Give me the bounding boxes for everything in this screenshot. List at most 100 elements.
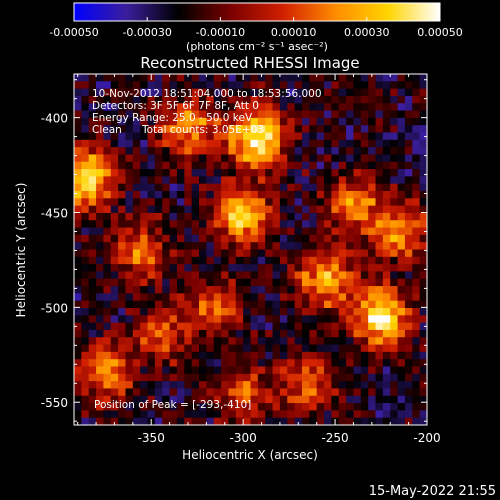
heatmap-cell: [265, 139, 273, 148]
heatmap-cell: [140, 183, 148, 192]
heatmap-cell: [213, 234, 222, 243]
heatmap-cell: [390, 220, 398, 228]
heatmap-cell: [147, 329, 156, 338]
heatmap-cell: [316, 381, 325, 389]
heatmap-cell: [353, 278, 362, 287]
heatmap-cell: [169, 205, 178, 214]
heatmap-cell: [228, 103, 237, 111]
heatmap-cell: [213, 154, 222, 163]
heatmap-cell: [103, 337, 112, 345]
heatmap-cell: [294, 286, 303, 294]
heatmap-cell: [235, 103, 244, 111]
heatmap-cell: [235, 198, 244, 207]
heatmap-cell: [265, 227, 273, 236]
heatmap-cell: [110, 373, 119, 382]
heatmap-cell: [272, 249, 281, 258]
heatmap-cell: [279, 417, 288, 426]
heatmap-cell: [74, 329, 82, 338]
heatmap-cell: [250, 125, 259, 133]
heatmap-cell: [169, 395, 178, 404]
heatmap-cell: [368, 205, 376, 214]
heatmap-cell: [110, 359, 119, 367]
heatmap-cell: [243, 403, 251, 411]
heatmap-cell: [419, 191, 428, 199]
heatmap-cell: [169, 344, 178, 353]
heatmap-cell: [301, 220, 310, 228]
heatmap-cell: [331, 234, 340, 243]
heatmap-cell: [235, 337, 244, 345]
heatmap-cell: [81, 249, 90, 258]
heatmap-cell: [382, 249, 391, 258]
heatmap-cell: [169, 264, 178, 272]
heatmap-cell: [257, 242, 266, 250]
heatmap-cell: [316, 373, 325, 382]
heatmap-cell: [390, 132, 398, 141]
heatmap-cell: [96, 373, 104, 382]
heatmap-cell: [206, 308, 215, 316]
heatmap-cell: [169, 388, 178, 397]
heatmap-cell: [169, 227, 178, 236]
heatmap-cell: [132, 264, 141, 272]
heatmap-cell: [147, 373, 156, 382]
heatmap-cell: [88, 161, 97, 170]
heatmap-cell: [103, 176, 112, 185]
heatmap-cell: [272, 117, 281, 126]
heatmap-cell: [154, 278, 163, 287]
heatmap-cell: [125, 351, 134, 360]
heatmap-cell: [412, 139, 421, 148]
heatmap-cell: [147, 220, 156, 228]
heatmap-cell: [397, 359, 406, 367]
heatmap-cell: [140, 395, 148, 404]
heatmap-cell: [412, 351, 421, 360]
heatmap-cell: [96, 366, 104, 375]
heatmap-cell: [324, 169, 332, 177]
heatmap-cell: [191, 395, 200, 404]
heatmap-cell: [154, 403, 163, 411]
heatmap-cell: [360, 205, 369, 214]
heatmap-cell: [184, 117, 193, 126]
heatmap-cell: [74, 103, 82, 111]
heatmap-cell: [132, 359, 141, 367]
heatmap-cell: [382, 169, 391, 177]
heatmap-cell: [279, 403, 288, 411]
heatmap-cell: [213, 205, 222, 214]
heatmap-cell: [184, 176, 193, 185]
heatmap-cell: [279, 88, 288, 97]
heatmap-cell: [81, 308, 90, 316]
heatmap-cell: [110, 198, 119, 207]
heatmap-cell: [118, 308, 126, 316]
heatmap-cell: [103, 242, 112, 250]
heatmap-cell: [140, 388, 148, 397]
heatmap-cell: [221, 212, 229, 221]
heatmap-cell: [404, 410, 413, 419]
heatmap-cell: [331, 373, 340, 382]
heatmap-cell: [287, 191, 296, 199]
heatmap-cell: [316, 410, 325, 419]
heatmap-cell: [412, 395, 421, 404]
heatmap-cell: [103, 388, 112, 397]
heatmap-cell: [301, 359, 310, 367]
heatmap-cell: [331, 191, 340, 199]
heatmap-cell: [176, 110, 185, 119]
heatmap-cell: [184, 191, 193, 199]
heatmap-cell: [147, 410, 156, 419]
heatmap-cell: [176, 161, 185, 170]
heatmap-cell: [419, 351, 428, 360]
heatmap-cell: [96, 191, 104, 199]
heatmap-cell: [382, 388, 391, 397]
heatmap-cell: [103, 271, 112, 280]
heatmap-cell: [228, 74, 237, 82]
heatmap-cell: [419, 278, 428, 287]
heatmap-cell: [103, 308, 112, 316]
heatmap-cell: [346, 176, 354, 185]
heatmap-cell: [103, 256, 112, 265]
heatmap-cell: [250, 176, 259, 185]
heatmap-cell: [154, 191, 163, 199]
heatmap-cell: [375, 103, 384, 111]
heatmap-cell: [301, 322, 310, 331]
heatmap-cell: [235, 315, 244, 324]
heatmap-cell: [294, 395, 303, 404]
heatmap-cell: [184, 183, 193, 192]
heatmap-cell: [118, 110, 126, 119]
heatmap-cell: [397, 366, 406, 375]
